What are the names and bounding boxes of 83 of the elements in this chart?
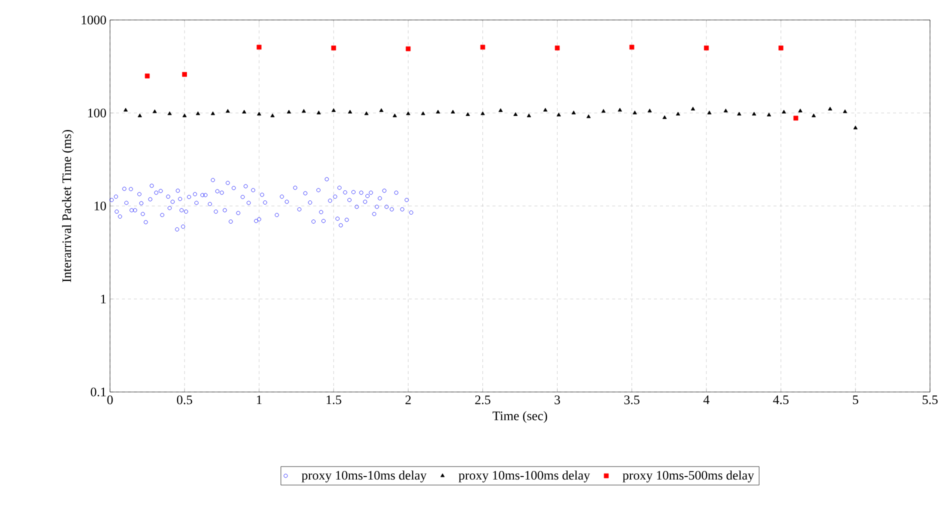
point (648, 108, 652, 112)
point (513, 112, 518, 116)
x-tick-label: 0 (107, 396, 113, 404)
point (629, 44, 634, 50)
x-tick-label: 3.5 (624, 396, 640, 404)
x-tick-label: 2.5 (475, 396, 490, 404)
point (572, 110, 576, 114)
point (480, 111, 485, 116)
point (436, 110, 440, 114)
x-tick-label: 4.5 (773, 396, 789, 404)
point (196, 111, 200, 116)
point (498, 108, 503, 112)
x-tick-label: 1.5 (326, 396, 342, 404)
point (737, 112, 742, 116)
point (348, 110, 352, 114)
x-axis-title: Time (sec) (492, 411, 548, 423)
y-tick-label: 1 (101, 294, 106, 304)
y-tick-label: 10 (94, 202, 106, 210)
point (812, 114, 816, 118)
point (332, 108, 336, 112)
point (138, 114, 142, 118)
point (752, 112, 756, 116)
point (257, 112, 262, 116)
point (480, 44, 486, 50)
point (543, 108, 548, 112)
point (331, 46, 336, 50)
point (364, 111, 369, 116)
point (707, 110, 712, 114)
point (242, 110, 246, 114)
point (144, 74, 150, 78)
point (586, 114, 591, 118)
point (766, 112, 772, 116)
point (421, 111, 426, 116)
point (842, 109, 848, 114)
point (270, 114, 275, 118)
point (704, 46, 709, 50)
point (618, 108, 622, 112)
point (778, 46, 784, 50)
y-tick-label: 1000 (82, 16, 106, 24)
point (286, 110, 292, 114)
x-tick-label: 5.5 (922, 396, 938, 404)
point (226, 109, 230, 113)
point (690, 106, 696, 110)
point (554, 46, 560, 50)
legend-label: proxy 10ms-500ms delay (622, 470, 754, 482)
point (406, 111, 410, 116)
point (182, 114, 187, 118)
point (556, 112, 561, 116)
point (168, 111, 172, 116)
point (724, 108, 728, 112)
x-tick-label: 1 (257, 396, 262, 404)
point (124, 108, 128, 112)
point (793, 116, 798, 121)
y-tick-label: 0.1 (90, 388, 106, 396)
point (182, 72, 187, 77)
y-axis-title: Interarrival Packet Time (ms) (62, 130, 74, 282)
legend-label: proxy 10ms-10ms delay (302, 470, 427, 482)
point (662, 115, 667, 119)
y-tick-label: 100 (88, 108, 106, 118)
point (828, 106, 832, 110)
point (406, 46, 411, 52)
x-tick-label: 3 (554, 396, 560, 404)
legend-label: proxy 10ms-100ms delay (458, 470, 590, 482)
x-tick-label: 2 (406, 396, 411, 404)
x-tick-label: 0.5 (176, 396, 192, 404)
point (316, 110, 321, 114)
point (379, 108, 384, 112)
x-tick-label: 5 (852, 396, 858, 404)
point (302, 109, 306, 113)
point (853, 126, 858, 130)
point (256, 44, 262, 50)
point (632, 110, 637, 114)
x-tick-label: 4 (703, 396, 710, 404)
point (210, 111, 215, 116)
point (782, 110, 786, 114)
point (152, 109, 157, 114)
point (450, 110, 456, 114)
point (392, 114, 397, 118)
point (466, 112, 470, 116)
point (798, 108, 802, 112)
point (526, 114, 532, 118)
point (676, 112, 680, 116)
point (601, 109, 606, 113)
